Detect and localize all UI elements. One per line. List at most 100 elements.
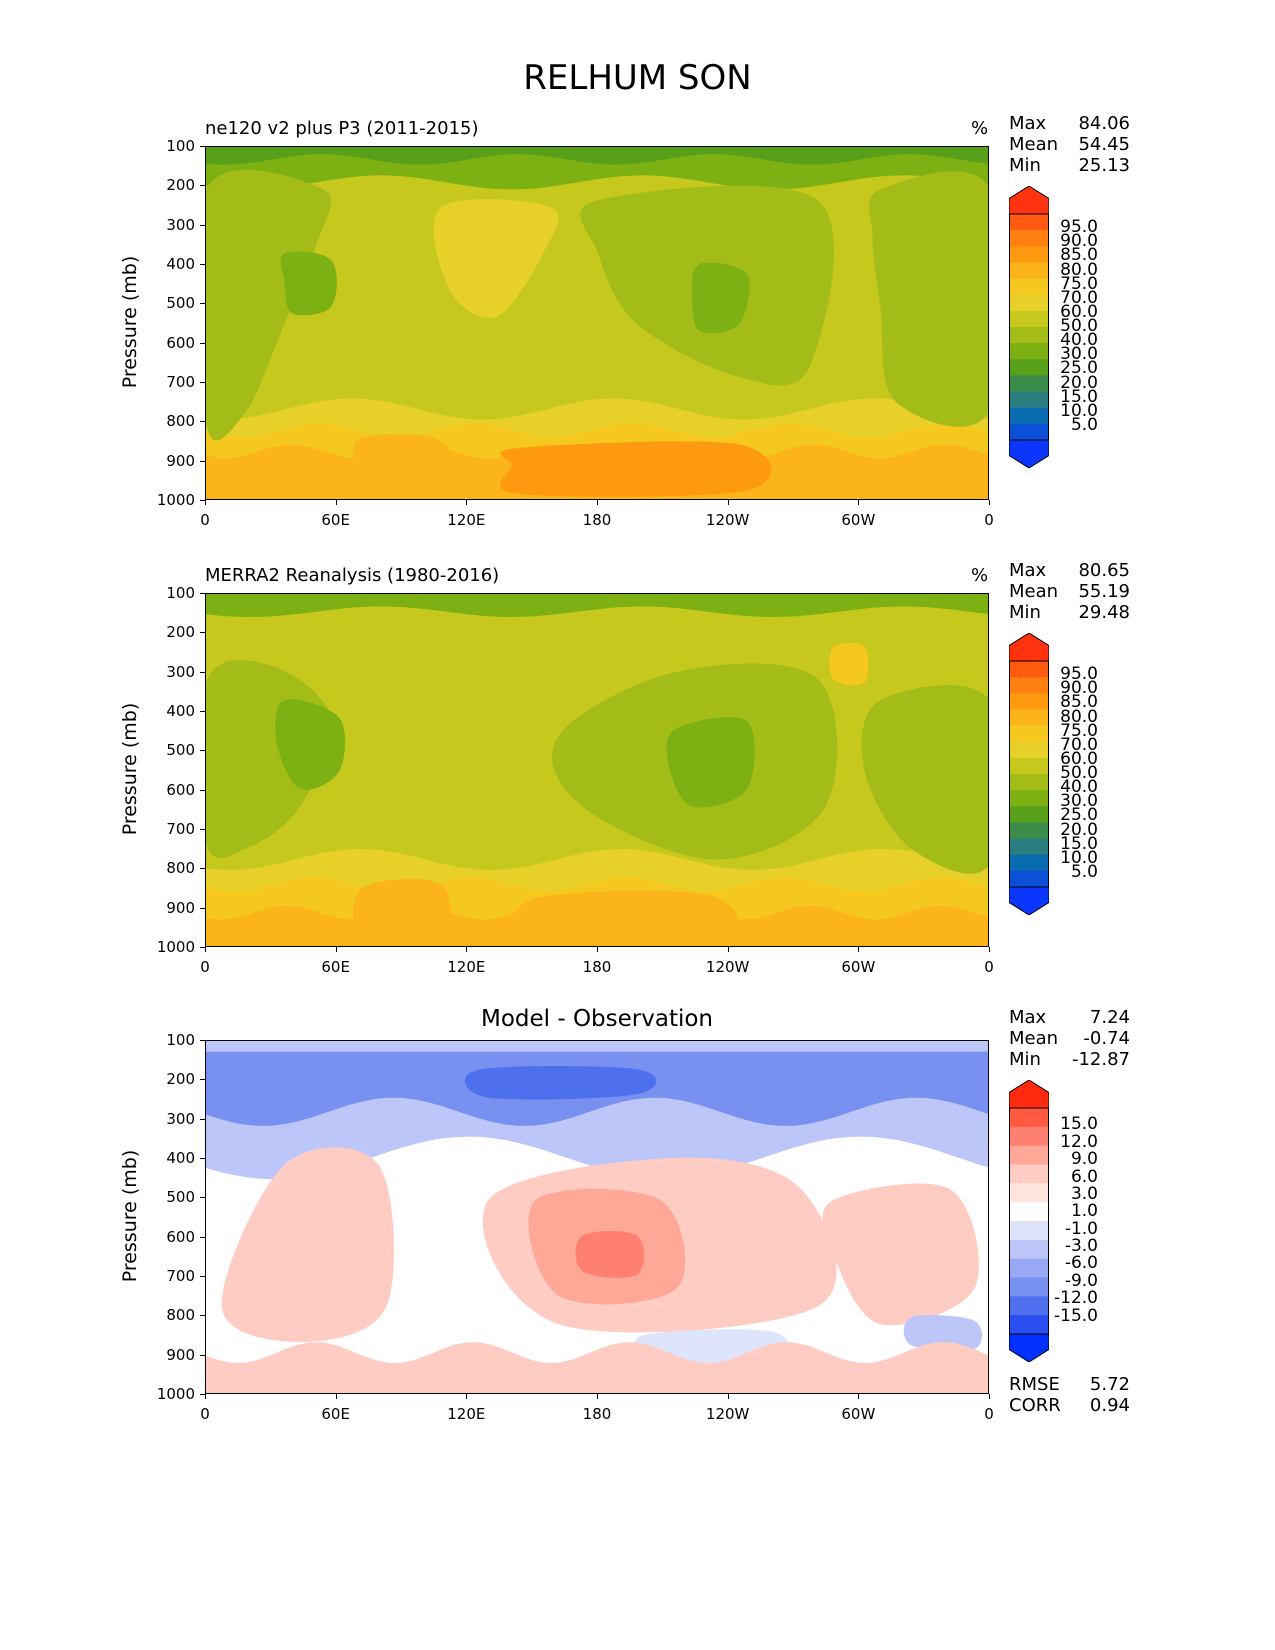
panel-model-xtick-mark bbox=[335, 500, 337, 505]
panel-model-colorbar-outline bbox=[1009, 213, 1049, 441]
panel-model-ytick-mark bbox=[200, 303, 205, 305]
panel-model-stat-mean-value: 54.45 bbox=[1078, 134, 1130, 155]
panel-model-stat-mean-label: Mean bbox=[1009, 134, 1059, 155]
panel-difference-stat-corr-value: 0.94 bbox=[1089, 1395, 1130, 1416]
panel-model-xtick-mark bbox=[858, 500, 860, 505]
panel-model-colorbar-cell bbox=[1009, 343, 1049, 360]
panel-reference-xtick-mark bbox=[205, 947, 206, 952]
panel-reference-colorbar-cell bbox=[1009, 677, 1049, 694]
panel-difference-field bbox=[206, 1041, 988, 1393]
panel-difference-xtick: 120W bbox=[705, 1405, 750, 1423]
panel-reference-ytick-mark bbox=[200, 789, 205, 791]
panel-model-colorbar-cell bbox=[1009, 278, 1049, 296]
panel-model-colorbar-label: 80.0 bbox=[1060, 259, 1098, 280]
panel-model-xtick: 120W bbox=[705, 511, 750, 529]
panel-reference-xtick-mark bbox=[597, 947, 598, 952]
panel-difference-colorbar-label: -15.0 bbox=[1054, 1305, 1098, 1326]
panel-difference-stat-max-label: Max bbox=[1009, 1007, 1047, 1028]
panel-difference-colorbar-label: 15.0 bbox=[1060, 1114, 1098, 1135]
panel-model-ytick-mark bbox=[200, 146, 205, 147]
panel-difference-ytick-mark bbox=[200, 1079, 205, 1081]
panel-difference-colorbar-label: -1.0 bbox=[1064, 1218, 1098, 1239]
panel-difference-colorbar-cell bbox=[1009, 1239, 1049, 1260]
panel-reference-xtick: 0 bbox=[200, 958, 210, 976]
panel-reference-stat-min-label: Min bbox=[1009, 602, 1041, 623]
panel-difference-ytick-mark bbox=[200, 1315, 205, 1317]
panel-model-ytick-mark bbox=[200, 421, 205, 423]
panel-reference-colorbar bbox=[1009, 633, 1049, 915]
panel-reference-colorbar-label: 80.0 bbox=[1060, 706, 1098, 727]
panel-model-colorbar-cell bbox=[1009, 375, 1049, 393]
panel-difference-xtick-mark bbox=[597, 1394, 598, 1399]
panel-reference-xtick: 180 bbox=[582, 958, 612, 976]
panel-model-ytick-mark bbox=[200, 224, 205, 226]
panel-model-ytick-mark bbox=[200, 264, 205, 265]
panel-difference-ytick-mark bbox=[200, 1040, 205, 1041]
panel-model-colorbar-cell bbox=[1009, 423, 1049, 441]
panel-reference-colorbar-label: 15.0 bbox=[1060, 833, 1098, 854]
panel-difference-ytick-mark bbox=[200, 1354, 205, 1356]
panel-difference-stat-rmse-label: RMSE bbox=[1009, 1374, 1060, 1395]
panel-difference-stat-min-label: Min bbox=[1009, 1049, 1041, 1070]
panel-model-ytick: 100 bbox=[166, 137, 195, 155]
panel-difference-ytick-mark bbox=[200, 1236, 205, 1238]
panel-reference-ytick: 600 bbox=[166, 780, 195, 799]
panel-reference-colorbar-cell bbox=[1009, 790, 1049, 807]
panel-reference-xtick: 120E bbox=[447, 958, 486, 976]
panel-reference-colorbar-cell bbox=[1009, 806, 1049, 823]
panel-difference-colorbar-label: -3.0 bbox=[1064, 1236, 1098, 1257]
panel-model-colorbar-label: 75.0 bbox=[1060, 273, 1098, 294]
panel-model-xtick: 0 bbox=[200, 511, 210, 529]
panel-difference-ytick: 200 bbox=[166, 1070, 195, 1089]
panel-model-xtick-mark bbox=[466, 500, 468, 505]
panel-model-ytick: 900 bbox=[166, 451, 195, 470]
panel-model-colorbar bbox=[1009, 186, 1049, 468]
panel-model-tropopause-dry-band bbox=[206, 147, 988, 165]
panel-model-colorbar-cell bbox=[1009, 262, 1049, 280]
panel-model-units: % bbox=[971, 118, 989, 139]
panel-difference-colorbar-cell bbox=[1009, 1202, 1049, 1222]
panel-model-ytick: 1000 bbox=[156, 491, 195, 509]
panel-difference-ytick: 600 bbox=[166, 1227, 195, 1246]
panel-reference-plot-area bbox=[205, 593, 989, 947]
panel-difference-colorbar-cell bbox=[1009, 1183, 1049, 1203]
panel-model-colorbar-label: 60.0 bbox=[1060, 301, 1098, 322]
panel-reference-xtick-mark bbox=[989, 947, 990, 952]
panel-difference-ytick-mark bbox=[200, 1197, 205, 1199]
panel-reference-stat-max-label: Max bbox=[1009, 560, 1047, 581]
panel-reference-colorbar-label: 70.0 bbox=[1060, 734, 1098, 755]
panel-model-colorbar-cell bbox=[1009, 391, 1049, 409]
panel-difference-colorbar-label: -12.0 bbox=[1054, 1288, 1098, 1309]
panel-reference-colorbar-cell bbox=[1009, 693, 1049, 710]
panel-model-colorbar-label: 20.0 bbox=[1060, 372, 1098, 393]
panel-difference-xtick-mark bbox=[335, 1394, 337, 1399]
panel-reference-colorbar-label: 50.0 bbox=[1060, 763, 1098, 783]
panel-difference-colorbar-outline bbox=[1009, 1107, 1049, 1335]
panel-model-colorbar-label: 15.0 bbox=[1060, 386, 1098, 407]
panel-difference-ytick: 900 bbox=[166, 1345, 195, 1364]
panel-reference-ytick: 500 bbox=[166, 741, 195, 760]
panel-reference-colorbar-cell bbox=[1009, 774, 1049, 791]
panel-model-stat-min-value: 25.13 bbox=[1078, 155, 1130, 176]
panel-difference-stat-min-value: -12.87 bbox=[1071, 1049, 1130, 1070]
panel-difference-colorbar-cap-bottom bbox=[1009, 1333, 1049, 1362]
panel-reference-moist-core-4 bbox=[512, 890, 740, 946]
panel-model-xtick-mark bbox=[597, 500, 598, 505]
panel-reference-ytick: 300 bbox=[166, 662, 195, 681]
panel-difference-mid-positive-3 bbox=[822, 1183, 979, 1326]
panel-model-ytick: 200 bbox=[166, 176, 195, 195]
panel-difference-colorbar-label: 12.0 bbox=[1060, 1131, 1098, 1152]
panel-model-colorbar-cell bbox=[1009, 214, 1049, 231]
panel-reference-colorbar-label: 40.0 bbox=[1060, 777, 1098, 798]
panel-reference-moist-core-3 bbox=[353, 878, 451, 946]
panel-reference-stat-mean-label: Mean bbox=[1009, 581, 1059, 602]
panel-difference-colorbar-label: 9.0 bbox=[1070, 1149, 1098, 1170]
panel-reference-moist-core-2 bbox=[666, 717, 755, 808]
panel-reference-ytick-mark bbox=[200, 907, 205, 909]
panel-reference-colorbar-cell bbox=[1009, 854, 1049, 872]
panel-model-moist-core-1 bbox=[280, 251, 337, 316]
panel-reference-colorbar-cell bbox=[1009, 741, 1049, 759]
panel-reference-xtick-mark bbox=[466, 947, 468, 952]
panel-model-moist-core-2 bbox=[692, 262, 750, 334]
panel-difference-colorbar-label: 3.0 bbox=[1070, 1183, 1098, 1204]
